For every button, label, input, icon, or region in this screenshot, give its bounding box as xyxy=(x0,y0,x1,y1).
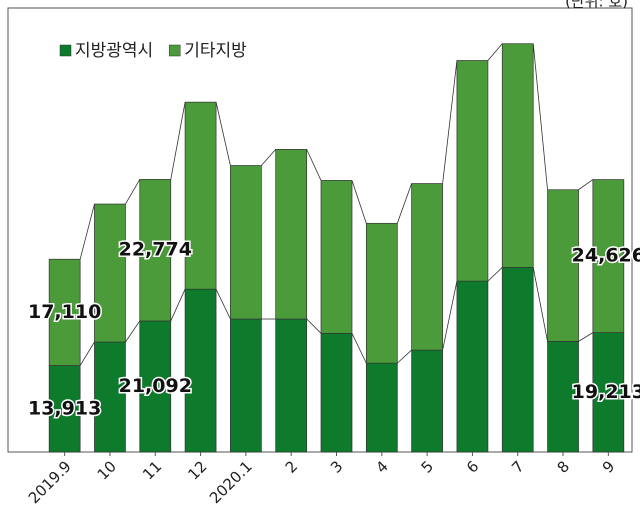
connector-line xyxy=(396,183,412,224)
value-label: 17,110 xyxy=(28,301,101,323)
connector-line xyxy=(170,289,186,322)
connector-line xyxy=(487,43,503,61)
bar-segment xyxy=(94,203,126,343)
bar-segment xyxy=(456,280,489,453)
value-label: 13,913 xyxy=(28,397,101,419)
x-tick-label: 2 xyxy=(282,457,301,476)
legend-label: 지방광역시 xyxy=(75,41,153,61)
value-label: 22,774 xyxy=(119,239,192,261)
connector-line xyxy=(442,60,458,184)
bar-segment xyxy=(230,165,262,320)
bar-segment xyxy=(184,101,217,290)
bar-segment xyxy=(411,349,443,453)
connector-line xyxy=(306,149,322,181)
bar-segment xyxy=(184,288,217,453)
connector-line xyxy=(351,180,367,224)
connector-line xyxy=(261,149,276,166)
value-label: 24,626 xyxy=(572,245,640,267)
x-tick-label: 2020.1 xyxy=(206,457,256,507)
x-tick-label: 2019.9 xyxy=(25,457,75,507)
bar-segment xyxy=(501,267,534,453)
legend-label: 기타지방 xyxy=(184,41,247,61)
bar-segment xyxy=(320,180,353,334)
bar-segment xyxy=(48,258,81,366)
connector-line xyxy=(442,281,458,351)
connector-line xyxy=(487,267,503,282)
connector-line xyxy=(79,341,95,366)
x-tick-label: 7 xyxy=(508,457,527,476)
bar-segment xyxy=(230,318,262,453)
connector-line xyxy=(170,102,186,180)
x-tick-label: 5 xyxy=(418,457,437,476)
connector-line xyxy=(532,43,548,190)
bar-segment xyxy=(411,183,443,351)
connector-line xyxy=(351,333,367,364)
x-tick-label: 3 xyxy=(327,457,346,476)
bar-segment xyxy=(547,341,579,453)
x-tick-label: 10 xyxy=(94,457,120,483)
x-tick-label: 6 xyxy=(463,457,482,476)
bar-segment xyxy=(365,362,398,453)
x-tick-label: 4 xyxy=(372,457,391,476)
x-tick-label: 8 xyxy=(554,457,573,476)
x-tick-label: 9 xyxy=(599,457,618,476)
connector-line xyxy=(215,289,231,320)
bar-segment xyxy=(501,43,534,268)
bar-segment xyxy=(139,179,172,322)
bar-segment xyxy=(275,149,308,320)
connector-line xyxy=(578,179,594,191)
x-tick-label: 12 xyxy=(184,457,210,483)
connector-line xyxy=(79,203,95,260)
bar-segment xyxy=(456,60,489,282)
bar-segment xyxy=(547,189,579,342)
bar-segment xyxy=(320,332,353,453)
legend-swatch xyxy=(168,44,181,57)
value-label: 21,092 xyxy=(119,375,192,397)
unit-note: (단위: 호) xyxy=(565,0,628,11)
x-tick-label: 11 xyxy=(139,457,165,483)
bar-segment xyxy=(592,179,625,333)
connector-line xyxy=(397,349,412,364)
legend-swatch xyxy=(59,44,72,57)
connector-line xyxy=(578,332,594,342)
bar-segment xyxy=(94,341,126,453)
connector-line xyxy=(125,320,141,343)
connector-line xyxy=(215,102,231,166)
connector-line xyxy=(306,318,322,334)
bar-segment xyxy=(365,222,398,364)
bar-segment xyxy=(275,318,308,453)
connector-line xyxy=(125,179,141,205)
connector-line xyxy=(532,267,548,342)
value-label: 19,213 xyxy=(572,381,640,403)
plot-frame xyxy=(7,7,633,453)
bar-segment xyxy=(592,332,625,453)
